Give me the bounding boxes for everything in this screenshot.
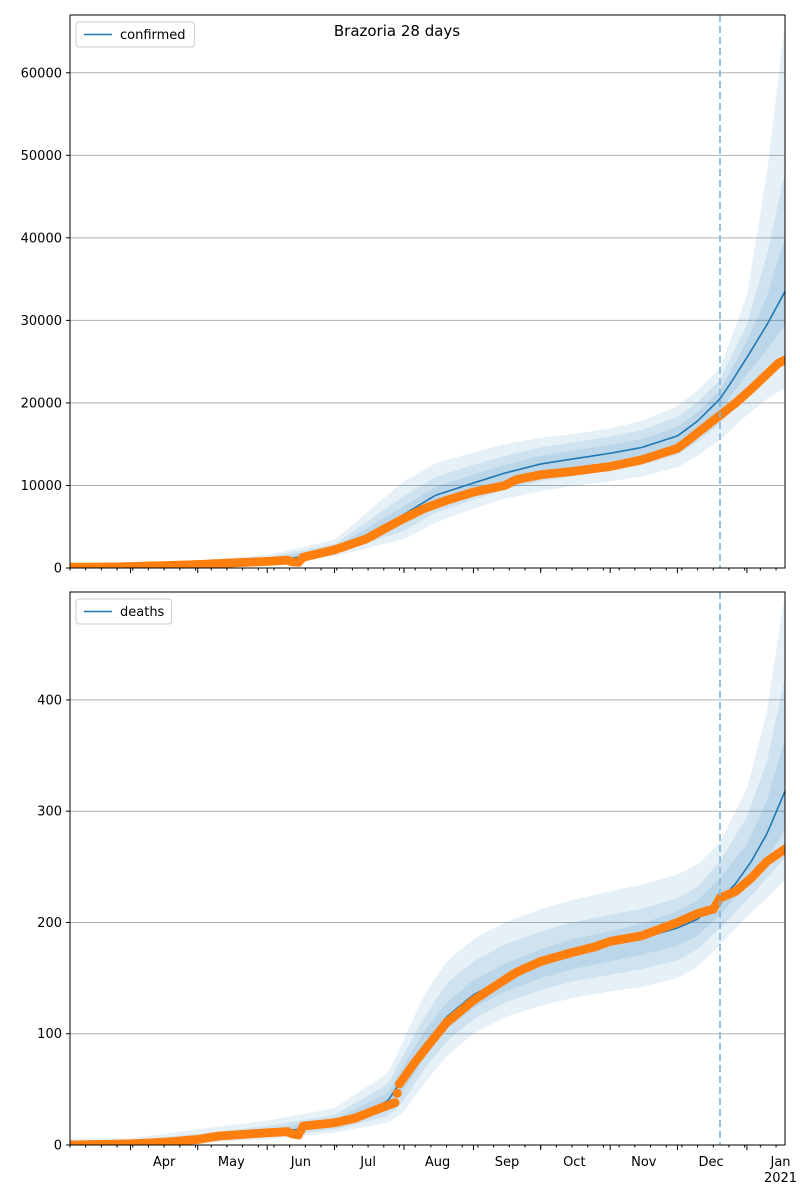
y-tick-label: 200 <box>37 916 62 931</box>
chart-title: Brazoria 28 days <box>334 22 460 40</box>
y-tick-label: 20000 <box>21 396 62 411</box>
axes-frame <box>69 14 786 569</box>
y-tick-label: 0 <box>54 1139 62 1154</box>
y-tick-label: 50000 <box>21 149 62 164</box>
x-tick-label: May <box>218 1155 245 1170</box>
x-tick-label: Oct <box>563 1155 585 1170</box>
legend-box <box>75 598 173 625</box>
y-tick-label: 60000 <box>21 66 62 81</box>
uncertainty-band <box>70 379 720 568</box>
deaths-panel: 0 100 200 300 400 Apr May Jun Jul Aug Sep Oct Nov Dec… <box>37 591 797 1186</box>
plot-area <box>70 592 785 1145</box>
x-tick-label: 2021 <box>764 1171 797 1186</box>
y-tick-label: 40000 <box>21 231 62 246</box>
y-tick-label: 30000 <box>21 314 62 329</box>
x-tick-label: Nov <box>631 1155 657 1170</box>
y-tick-label: 100 <box>37 1027 62 1042</box>
plot-area <box>70 23 785 568</box>
legend-box <box>75 21 195 48</box>
uncertainty-band <box>70 842 720 1145</box>
uncertainty-band <box>720 23 785 441</box>
x-tick-label: Sep <box>495 1155 520 1170</box>
observed-point <box>390 1098 400 1108</box>
legend-label: confirmed <box>120 28 186 43</box>
x-tick-label: Aug <box>425 1155 450 1170</box>
y-tick-label: 0 <box>54 562 62 577</box>
uncertainty-band <box>720 171 785 424</box>
observed-point <box>392 1088 402 1098</box>
legend-label: deaths <box>120 605 165 620</box>
x-tick-label: Jun <box>290 1155 311 1170</box>
y-tick-label: 10000 <box>21 479 62 494</box>
uncertainty-band <box>720 237 785 412</box>
confirmed-panel: 0 10000 20000 30000 40000 50000 60000 Brazoria … <box>21 14 786 577</box>
uncertainty-band <box>70 877 720 1145</box>
axes-frame <box>69 591 786 1146</box>
x-tick-label: Dec <box>698 1155 723 1170</box>
y-tick-label: 400 <box>37 693 62 708</box>
y-tick-label: 300 <box>37 805 62 820</box>
observed-point <box>780 844 785 854</box>
x-tick-label: Jul <box>359 1155 376 1170</box>
uncertainty-band <box>720 738 785 915</box>
observed-point <box>780 355 785 365</box>
uncertainty-band <box>70 861 720 1145</box>
x-tick-label: Apr <box>153 1155 176 1170</box>
x-tick-label: Jan <box>769 1155 790 1170</box>
